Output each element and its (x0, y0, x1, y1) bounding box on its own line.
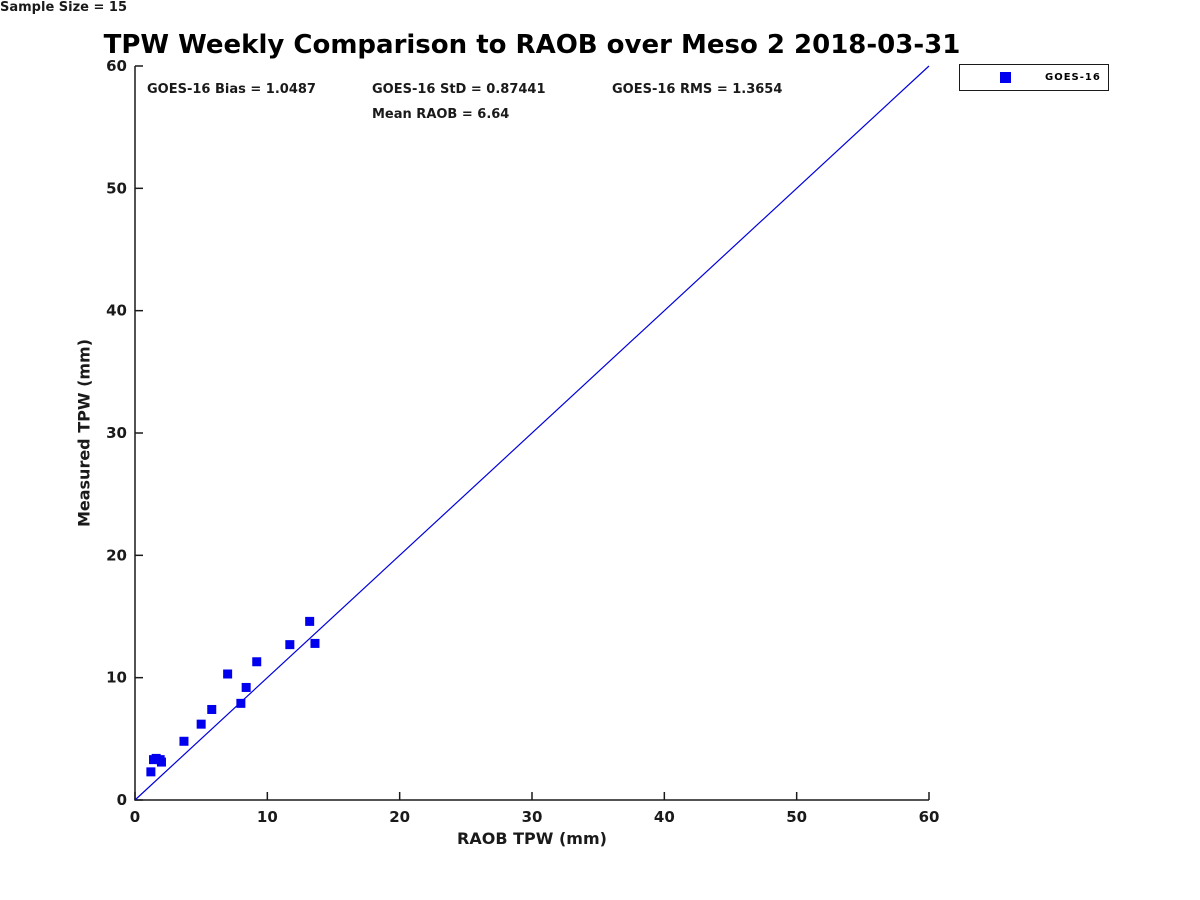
scatter-point (179, 736, 189, 746)
legend-label: GOES-16 (1045, 72, 1101, 83)
scatter-point (156, 757, 166, 767)
x-tick-label: 0 (130, 808, 140, 826)
y-tick-label: 50 (106, 179, 127, 197)
stat-mean-raob: Mean RAOB = 6.64 (372, 107, 510, 122)
legend-marker-square-icon (1000, 72, 1011, 83)
y-tick-label: 10 (106, 669, 127, 687)
scatter-point (196, 719, 206, 729)
x-tick-label: 30 (522, 808, 543, 826)
scatter-point (223, 669, 233, 679)
scatter-point (236, 698, 246, 708)
identity-line (134, 65, 930, 801)
y-tick-label: 30 (106, 424, 127, 442)
scatter-point (207, 704, 217, 714)
x-tick-label: 20 (389, 808, 410, 826)
scatter-point (241, 682, 251, 692)
stat-sample-size: Sample Size = 15 (0, 0, 128, 15)
y-tick-label: 60 (106, 57, 127, 75)
y-tick-label: 40 (106, 302, 127, 320)
stat-std: GOES-16 StD = 0.87441 (372, 82, 546, 97)
x-tick-label: 40 (654, 808, 675, 826)
stat-bias: GOES-16 Bias = 1.0487 (147, 82, 316, 97)
x-tick-label: 50 (786, 808, 807, 826)
stat-rms: GOES-16 RMS = 1.3654 (612, 82, 783, 97)
scatter-point (146, 767, 156, 777)
x-tick-label: 10 (257, 808, 278, 826)
scatter-point (310, 638, 320, 648)
x-tick-label: 60 (919, 808, 940, 826)
scatter-point (305, 616, 315, 626)
y-axis-label: Measured TPW (mm) (74, 338, 94, 528)
legend: GOES-16 (959, 64, 1109, 91)
y-tick-label: 0 (117, 791, 127, 809)
scatter-point (285, 640, 295, 650)
scatter-point (252, 657, 262, 667)
x-axis-label: RAOB TPW (mm) (457, 829, 607, 848)
y-tick-label: 20 (106, 546, 127, 564)
chart-title: TPW Weekly Comparison to RAOB over Meso … (103, 30, 961, 60)
